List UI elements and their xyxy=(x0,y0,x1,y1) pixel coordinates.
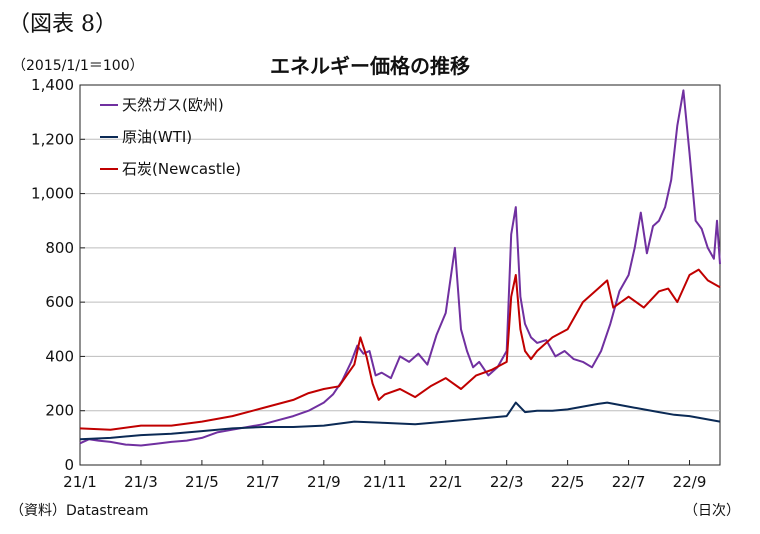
series-lines xyxy=(79,89,721,447)
series-line xyxy=(79,401,721,441)
x-tick-label: 21/5 xyxy=(185,473,219,491)
y-tick-label: 200 xyxy=(45,402,74,420)
x-unit-note: （日次） xyxy=(684,503,740,519)
y-tick-label: 400 xyxy=(45,347,74,365)
x-tick-label: 22/5 xyxy=(551,473,585,491)
source-note: （資料）Datastream xyxy=(10,503,149,519)
x-tick-label: 22/1 xyxy=(429,473,463,491)
chart-title: エネルギー価格の推移 xyxy=(270,54,470,78)
x-tick-label: 22/9 xyxy=(673,473,707,491)
gridlines xyxy=(80,138,720,412)
legend: 天然ガス(欧州) 原油(WTI) 石炭(Newcastle) xyxy=(100,96,241,178)
y-tick-label: 1,200 xyxy=(31,130,74,148)
y-tick-label: 800 xyxy=(45,239,74,257)
plot-frame xyxy=(79,84,721,466)
x-axis-ticks: 21/1 21/3 21/5 21/7 21/9 21/11 22/1 22/3 22/5 22/… xyxy=(63,460,706,491)
x-tick-label: 21/3 xyxy=(124,473,158,491)
x-tick-label: 21/11 xyxy=(363,473,406,491)
x-tick-label: 22/7 xyxy=(612,473,646,491)
figure-label: （図表 8） xyxy=(8,12,117,37)
y-tick-label: 600 xyxy=(45,293,74,311)
x-tick-label: 21/9 xyxy=(307,473,341,491)
legend-label: 天然ガス(欧州) xyxy=(122,96,224,114)
x-tick-label: 22/3 xyxy=(490,473,524,491)
y-axis-ticks: 0 200 400 600 800 1,000 1,200 1,400 xyxy=(31,76,85,474)
x-tick-label: 21/7 xyxy=(246,473,280,491)
legend-label: 石炭(Newcastle) xyxy=(122,160,241,178)
y-tick-label: 1,000 xyxy=(31,185,74,203)
base-note: （2015/1/1＝100） xyxy=(12,58,144,74)
series-line xyxy=(79,268,721,431)
legend-label: 原油(WTI) xyxy=(122,128,192,146)
x-tick-label: 21/1 xyxy=(63,473,97,491)
y-tick-label: 0 xyxy=(64,456,74,474)
y-tick-label: 1,400 xyxy=(31,76,74,94)
